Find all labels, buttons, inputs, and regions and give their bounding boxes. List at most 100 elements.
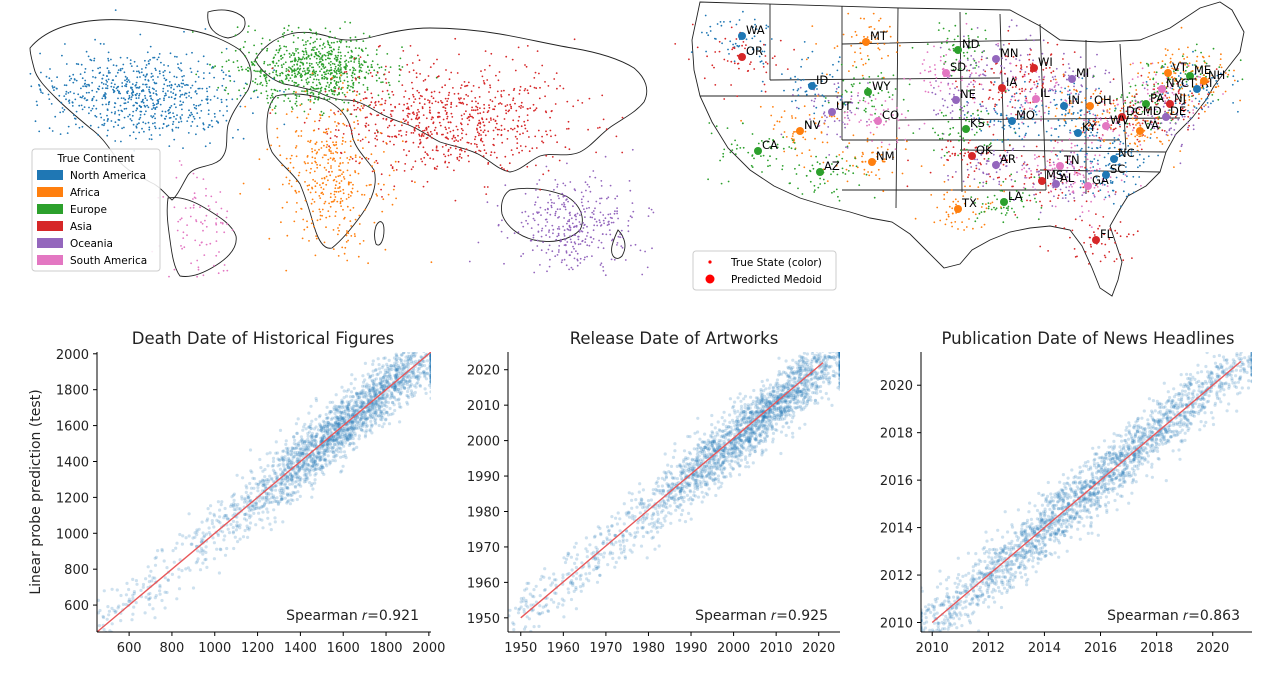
medoid-marker — [1060, 102, 1068, 110]
state-label: DE — [1170, 104, 1186, 118]
state-label: PA — [1150, 91, 1164, 105]
x-tick-label: 1980 — [632, 641, 665, 656]
state-label: MI — [1076, 66, 1089, 80]
state-label: TX — [961, 196, 977, 210]
state-label: MT — [870, 29, 888, 43]
y-tick-label: 1000 — [56, 527, 89, 542]
world-legend-swatch — [37, 170, 63, 180]
x-tick-label: 1000 — [198, 641, 231, 656]
state-label: WY — [872, 79, 891, 93]
state-label: NE — [960, 87, 976, 101]
y-tick-label: 1400 — [56, 455, 89, 470]
y-tick-label: 1600 — [56, 420, 89, 435]
medoid-marker — [1102, 171, 1110, 179]
world-legend-swatch — [37, 221, 63, 231]
fit-line — [97, 352, 431, 632]
true-state-marker — [708, 260, 712, 264]
world-legend-item: Europe — [70, 204, 107, 216]
x-tick-label: 1200 — [241, 641, 274, 656]
state-label: FL — [1100, 227, 1114, 241]
y-tick-label: 2012 — [880, 569, 913, 584]
state-label: AL — [1060, 171, 1075, 185]
medoid-marker — [998, 84, 1006, 92]
x-tick-label: 1800 — [369, 641, 402, 656]
x-tick-label: 1950 — [504, 641, 537, 656]
medoid-marker — [1166, 100, 1174, 108]
x-tick-label: 2020 — [802, 641, 835, 656]
y-tick-label: 800 — [64, 563, 89, 578]
medoid-marker — [1074, 129, 1082, 137]
x-tick-label: 800 — [160, 641, 185, 656]
us-legend: True State (color) Predicted Medoid — [692, 250, 837, 291]
spearman-annotation: Spearman 𝑟=0.863 — [1107, 608, 1240, 624]
spearman-annotation: Spearman 𝑟=0.921 — [286, 608, 419, 624]
y-tick-label: 1970 — [467, 541, 500, 556]
y-tick-label: 2000 — [467, 435, 500, 450]
world-legend-swatch — [37, 204, 63, 214]
state-label: NM — [876, 149, 895, 163]
state-label: IN — [1068, 93, 1080, 107]
medoid-marker — [1118, 113, 1126, 121]
y-tick-label: 2020 — [880, 379, 913, 394]
us-border — [691, 1, 1245, 297]
x-tick-label: 2010 — [916, 641, 949, 656]
medoid-marker — [1162, 113, 1170, 121]
medoid-marker — [738, 53, 746, 61]
medoid-marker — [962, 125, 970, 133]
medoid-marker — [738, 32, 746, 40]
medoid-marker — [868, 158, 876, 166]
medoid-marker — [754, 147, 762, 155]
fit-line — [520, 362, 824, 619]
medoid-marker — [1158, 85, 1166, 93]
medoid-marker — [1164, 69, 1172, 77]
medoid-marker — [1038, 177, 1046, 185]
us-state-labels: WAMTNDORMNSDIDVTMEWIMINYCTRINHWYIANEILIN… — [738, 23, 1225, 244]
medoid-marker — [816, 168, 824, 176]
x-tick-label: 2000 — [412, 641, 445, 656]
medoid-marker — [1086, 102, 1094, 110]
y-tick-label: 1200 — [56, 491, 89, 506]
state-label: IL — [1040, 86, 1050, 100]
state-label: NV — [804, 118, 821, 132]
world-legend-swatch — [37, 255, 63, 265]
medoid-marker — [1084, 182, 1092, 190]
us-map: WAMTNDORMNSDIDVTMEWIMINYCTRINHWYIANEILIN… — [674, 1, 1245, 297]
x-tick-label: 600 — [117, 641, 142, 656]
y-tick-label: 1800 — [56, 384, 89, 399]
chart-title: Release Date of Artworks — [570, 329, 779, 348]
us-legend-item-0: True State (color) — [730, 257, 822, 269]
scatter-chart-3: Publication Date of News Headlines 2010 20… — [880, 329, 1252, 656]
medoid-marker — [1092, 236, 1100, 244]
state-label: IA — [1006, 75, 1017, 89]
medoid-marker — [1056, 162, 1064, 170]
state-label: TN — [1063, 153, 1080, 167]
y-tick-label: 2016 — [880, 474, 913, 489]
medoid-marker — [862, 38, 870, 46]
world-legend-swatch — [37, 238, 63, 248]
scatter-plots: Death Date of Historical Figures 600 800 10… — [28, 329, 1252, 656]
world-legend: True Continent North America Africa Europe… — [31, 148, 161, 272]
world-legend-title: True Continent — [57, 153, 135, 165]
state-label: NJ — [1174, 91, 1186, 105]
medoid-marker — [942, 69, 950, 77]
x-tick-label: 1990 — [674, 641, 707, 656]
medoid-marker — [954, 46, 962, 54]
y-axis-label: Linear probe prediction (test) — [28, 389, 44, 594]
world-legend-item: Oceania — [70, 238, 113, 250]
world-map: True Continent North America Africa Europe… — [29, 9, 655, 278]
x-tick-label: 2000 — [717, 641, 750, 656]
state-label: SC — [1110, 162, 1125, 176]
state-label: MS — [1046, 168, 1063, 182]
medoid-marker — [992, 55, 1000, 63]
y-tick-label: 1980 — [467, 505, 500, 520]
scatter-chart-2: Release Date of Artworks 1950 1960 1970 1980… — [467, 329, 840, 656]
state-label: VA — [1144, 118, 1159, 132]
x-tick-label: 2018 — [1140, 641, 1173, 656]
state-label: CO — [882, 108, 899, 122]
medoid-marker — [1068, 75, 1076, 83]
scatter-chart-1: Death Date of Historical Figures 600 800 10… — [28, 329, 445, 656]
state-label: OK — [976, 143, 993, 157]
medoid-marker — [1052, 180, 1060, 188]
medoid-marker — [1193, 85, 1201, 93]
chart-title: Publication Date of News Headlines — [942, 329, 1235, 348]
